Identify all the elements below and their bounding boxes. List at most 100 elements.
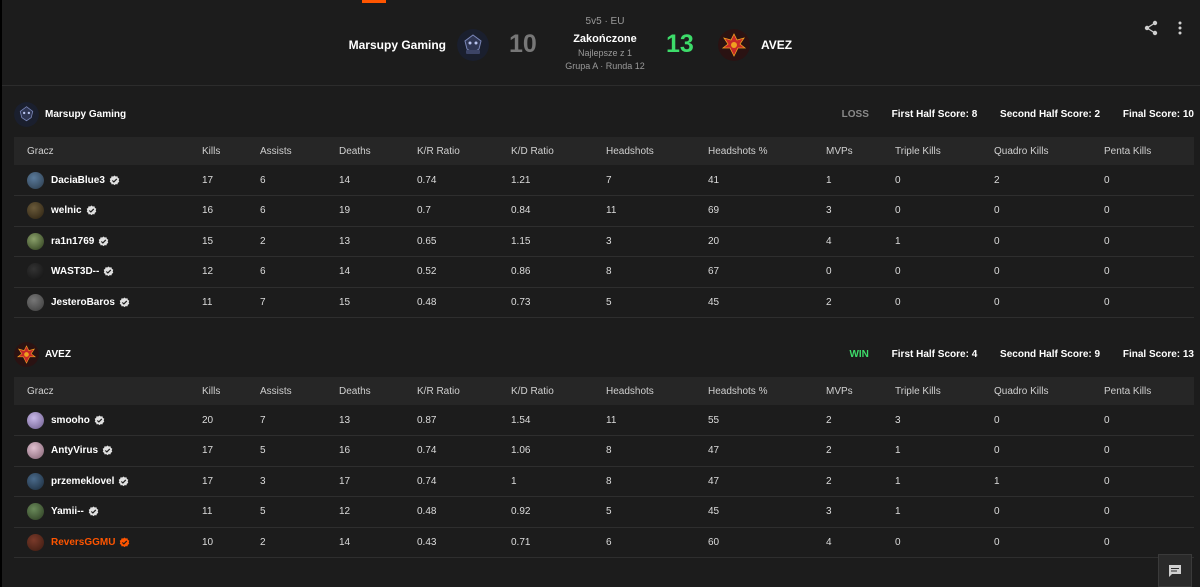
stat-cell: 0	[895, 296, 901, 308]
column-header[interactable]: K/D Ratio	[511, 145, 554, 157]
player-name[interactable]: JesteroBaros	[51, 296, 115, 308]
team-score-summary: WIN First Half Score: 4 Second Half Scor…	[829, 349, 1194, 360]
stat-cell: 11	[202, 506, 213, 518]
column-header[interactable]: Gracz	[27, 145, 54, 157]
player-name[interactable]: Yamii--	[51, 506, 84, 518]
avatar[interactable]	[27, 232, 44, 250]
avatar[interactable]	[27, 442, 44, 460]
player-cell[interactable]: ReversGGMU	[14, 527, 189, 558]
column-header[interactable]: K/R Ratio	[417, 145, 460, 157]
column-header[interactable]: Penta Kills	[1104, 385, 1152, 397]
column-header[interactable]: Headshots %	[708, 385, 768, 397]
column-header[interactable]: Headshots	[606, 145, 654, 157]
column-header[interactable]: Deaths	[339, 145, 371, 157]
chat-button[interactable]	[1158, 554, 1192, 587]
verified-icon	[119, 297, 130, 307]
stat-cell: 0.48	[417, 296, 437, 308]
player-cell[interactable]: AntyVirus	[14, 436, 189, 467]
stat-cell: 0	[1104, 266, 1110, 278]
stat-cell: 8	[606, 445, 612, 457]
column-header[interactable]: Quadro Kills	[994, 145, 1049, 157]
team-left-name[interactable]: Marsupy Gaming	[348, 38, 446, 52]
stat-cell: 47	[708, 475, 720, 487]
player-name[interactable]: DaciaBlue3	[51, 174, 105, 186]
player-cell[interactable]: welnic	[14, 196, 189, 227]
column-header[interactable]: Gracz	[27, 385, 54, 397]
column-header[interactable]: Deaths	[339, 385, 371, 397]
avatar[interactable]	[27, 202, 44, 220]
player-name[interactable]: WAST3D--	[51, 266, 100, 278]
match-format: 5v5 · EU	[585, 16, 625, 27]
column-header[interactable]: MVPs	[826, 385, 853, 397]
team-logo	[14, 102, 39, 127]
column-header[interactable]: K/R Ratio	[417, 385, 460, 397]
avatar[interactable]	[27, 411, 44, 429]
player-name[interactable]: smooho	[51, 414, 90, 426]
player-cell[interactable]: JesteroBaros	[14, 287, 189, 318]
column-header[interactable]: Triple Kills	[895, 385, 941, 397]
column-header[interactable]: Triple Kills	[895, 145, 941, 157]
player-cell[interactable]: Yamii--	[14, 497, 189, 528]
stat-cell: 2	[826, 445, 832, 457]
player-stats-table: Gracz Kills Assists Deaths K/R Ratio K/D Rati…	[14, 377, 1194, 558]
stat-cell: 0	[1104, 414, 1110, 426]
column-header[interactable]: Kills	[202, 385, 221, 397]
verified-icon	[88, 506, 99, 517]
stat-cell: 14	[339, 536, 351, 548]
share-icon[interactable]	[1143, 20, 1159, 36]
stat-cell: 0.87	[417, 414, 437, 426]
stat-cell: 1	[994, 475, 1000, 487]
stat-cell: 0	[826, 266, 832, 278]
avatar[interactable]	[27, 472, 44, 490]
column-header[interactable]: Headshots %	[708, 145, 768, 157]
team-right-name[interactable]: AVEZ	[761, 38, 793, 52]
player-cell[interactable]: WAST3D--	[14, 257, 189, 288]
stat-cell: 8	[606, 475, 612, 487]
avatar[interactable]	[27, 503, 44, 521]
team-left-logo[interactable]	[457, 29, 489, 61]
player-cell[interactable]: smooho	[14, 405, 189, 436]
avatar[interactable]	[27, 293, 44, 311]
player-name[interactable]: ra1n1769	[51, 235, 95, 247]
stat-cell: 7	[260, 296, 266, 308]
stat-cell: 2	[994, 174, 1000, 186]
stat-cell: 0.74	[417, 174, 437, 186]
player-name[interactable]: AntyVirus	[51, 445, 99, 457]
column-header[interactable]: Headshots	[606, 385, 654, 397]
player-name[interactable]: ReversGGMU	[51, 536, 116, 548]
player-name[interactable]: welnic	[51, 205, 82, 217]
stat-cell: 0.73	[511, 296, 531, 308]
stat-cell: 0.92	[511, 506, 531, 518]
column-header[interactable]: Assists	[260, 385, 292, 397]
avatar[interactable]	[27, 533, 44, 551]
result-badge: WIN	[849, 349, 869, 360]
second-half-score: Second Half Score: 9	[1000, 349, 1101, 360]
avatar[interactable]	[27, 263, 44, 281]
stat-cell: 6	[260, 266, 266, 278]
player-name[interactable]: przemeklovel	[51, 475, 115, 487]
verified-icon	[99, 236, 109, 246]
match-status: Zakończone	[573, 33, 637, 45]
stat-cell: 11	[202, 296, 213, 308]
column-header[interactable]: Quadro Kills	[994, 385, 1049, 397]
player-cell[interactable]: DaciaBlue3	[14, 165, 189, 196]
player-cell[interactable]: przemeklovel	[14, 466, 189, 497]
team-right-logo[interactable]	[718, 29, 750, 61]
stat-cell: 2	[826, 414, 832, 426]
stat-cell: 15	[339, 296, 351, 308]
avatar[interactable]	[27, 171, 44, 189]
column-header[interactable]: MVPs	[826, 145, 853, 157]
column-header[interactable]: Assists	[260, 145, 292, 157]
stat-cell: 45	[708, 296, 720, 308]
stat-cell: 3	[606, 235, 612, 247]
column-header[interactable]: Penta Kills	[1104, 145, 1152, 157]
stat-cell: 0.86	[511, 266, 531, 278]
column-header[interactable]: K/D Ratio	[511, 385, 554, 397]
stat-cell: 0	[994, 296, 1000, 308]
stat-cell: 2	[826, 296, 832, 308]
more-vertical-icon[interactable]	[1174, 20, 1186, 36]
stat-cell: 5	[260, 506, 266, 518]
stat-cell: 0.84	[511, 205, 531, 217]
player-cell[interactable]: ra1n1769	[14, 226, 189, 257]
column-header[interactable]: Kills	[202, 145, 221, 157]
